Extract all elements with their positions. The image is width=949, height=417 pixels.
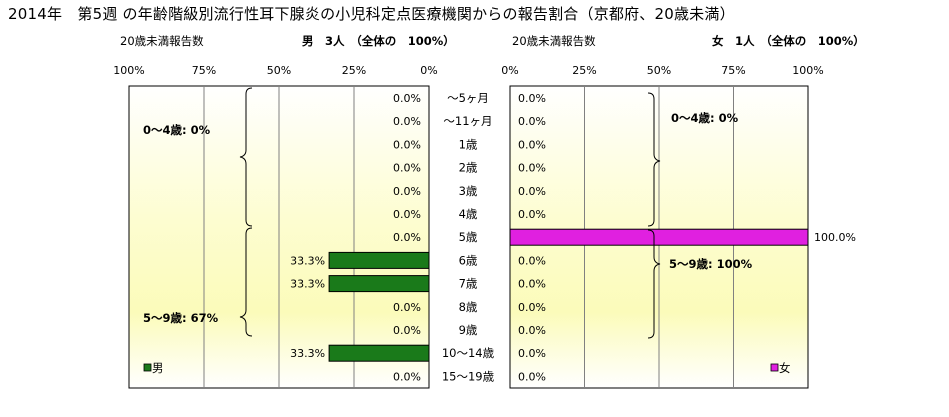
female-value-label: 0.0% bbox=[518, 254, 546, 267]
right-group-label-0-4: 0～4歳: 0% bbox=[671, 111, 739, 125]
male-value-label: 33.3% bbox=[290, 347, 325, 360]
category-label: 15～19歳 bbox=[442, 369, 495, 383]
left-tick-label: 75% bbox=[192, 64, 216, 77]
category-label: 1歳 bbox=[459, 137, 478, 151]
left-brace-5-9 bbox=[239, 227, 253, 337]
category-label: 3歳 bbox=[459, 184, 478, 198]
male-value-label: 0.0% bbox=[393, 231, 421, 244]
male-bar bbox=[328, 344, 430, 362]
female-value-label: 0.0% bbox=[518, 324, 546, 337]
left-tick-label: 50% bbox=[267, 64, 291, 77]
left-legend-label: 男 bbox=[152, 361, 164, 375]
left-tick-label: 0% bbox=[420, 64, 437, 77]
category-label: 6歳 bbox=[459, 253, 478, 267]
category-label: 10～14歳 bbox=[442, 346, 495, 360]
male-value-label: 33.3% bbox=[290, 278, 325, 291]
female-value-label: 0.0% bbox=[518, 185, 546, 198]
left-tick-label: 25% bbox=[342, 64, 366, 77]
female-value-label: 0.0% bbox=[518, 347, 546, 360]
female-value-label: 0.0% bbox=[518, 370, 546, 383]
male-value-label: 0.0% bbox=[393, 301, 421, 314]
male-bar bbox=[328, 251, 430, 269]
female-value-label: 0.0% bbox=[518, 138, 546, 151]
left-group-label-5-9: 5～9歳: 67% bbox=[143, 311, 219, 325]
right-tick-label: 0% bbox=[501, 64, 518, 77]
category-label: 5歳 bbox=[459, 230, 478, 244]
male-value-label: 0.0% bbox=[393, 138, 421, 151]
left-group-label-0-4: 0～4歳: 0% bbox=[143, 123, 211, 137]
right-header-label: 20歳未満報告数 bbox=[512, 34, 596, 48]
male-value-label: 33.3% bbox=[290, 254, 325, 267]
left-header-label: 20歳未満報告数 bbox=[120, 34, 204, 48]
category-label: 8歳 bbox=[459, 300, 478, 314]
left-brace-0-4 bbox=[239, 87, 253, 227]
male-value-label: 0.0% bbox=[393, 370, 421, 383]
left-header-summary: 男 3人 （全体の 100%） bbox=[302, 34, 455, 48]
male-value-label: 0.0% bbox=[393, 324, 421, 337]
female-value-label: 0.0% bbox=[518, 115, 546, 128]
right-tick-label: 50% bbox=[647, 64, 671, 77]
category-label: 2歳 bbox=[459, 161, 478, 175]
left-tick-label: 100% bbox=[113, 64, 144, 77]
right-legend-swatch bbox=[770, 363, 779, 372]
left-legend-swatch bbox=[143, 363, 152, 372]
male-value-label: 0.0% bbox=[393, 208, 421, 221]
female-value-label: 100.0% bbox=[814, 231, 856, 244]
female-value-label: 0.0% bbox=[518, 208, 546, 221]
right-tick-label: 100% bbox=[792, 64, 823, 77]
right-brace-5-9 bbox=[647, 229, 661, 339]
female-value-label: 0.0% bbox=[518, 92, 546, 105]
male-value-label: 0.0% bbox=[393, 162, 421, 175]
male-value-label: 0.0% bbox=[393, 92, 421, 105]
category-label: 9歳 bbox=[459, 323, 478, 337]
category-label: 7歳 bbox=[459, 277, 478, 291]
right-legend-label: 女 bbox=[779, 361, 791, 375]
category-label: ～5ヶ月 bbox=[447, 91, 489, 105]
right-brace-0-4 bbox=[647, 92, 661, 227]
right-tick-label: 25% bbox=[572, 64, 596, 77]
female-value-label: 0.0% bbox=[518, 162, 546, 175]
male-value-label: 0.0% bbox=[393, 185, 421, 198]
male-bar bbox=[328, 275, 430, 293]
right-group-label-5-9: 5～9歳: 100% bbox=[669, 257, 753, 271]
female-value-label: 0.0% bbox=[518, 278, 546, 291]
right-header-summary: 女 1人 （全体の 100%） bbox=[712, 34, 865, 48]
chart-title: 2014年 第5週 の年齢階級別流行性耳下腺炎の小児科定点医療機関からの報告割合… bbox=[8, 5, 735, 23]
category-label: 4歳 bbox=[459, 207, 478, 221]
male-value-label: 0.0% bbox=[393, 115, 421, 128]
female-bar bbox=[509, 228, 809, 246]
category-label: ～11ヶ月 bbox=[443, 114, 492, 128]
female-value-label: 0.0% bbox=[518, 301, 546, 314]
right-tick-label: 75% bbox=[721, 64, 745, 77]
